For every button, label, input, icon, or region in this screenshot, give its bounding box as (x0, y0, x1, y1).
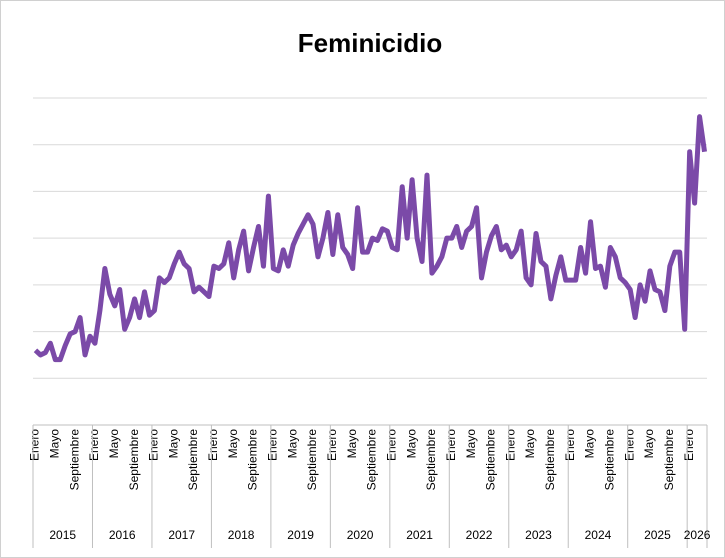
x-tick-label: Mayo (166, 429, 180, 459)
x-tick-label: Mayo (285, 429, 299, 459)
x-tick-label: Septiembre (127, 429, 141, 491)
x-tick-label: Mayo (642, 429, 656, 459)
x-tick-label: Enero (325, 429, 339, 461)
x-tick-label: Mayo (523, 429, 537, 459)
year-label: 2020 (347, 528, 374, 542)
x-tick-label: Mayo (345, 429, 359, 459)
year-label: 2019 (287, 528, 314, 542)
x-tick-label: Enero (622, 429, 636, 461)
chart-title: Feminicidio (298, 28, 442, 58)
x-tick-label: Septiembre (662, 429, 676, 491)
year-label: 2024 (585, 528, 612, 542)
x-tick-label: Mayo (404, 429, 418, 459)
x-tick-label: Enero (87, 429, 101, 461)
x-tick-label: Septiembre (365, 429, 379, 491)
year-label: 2017 (168, 528, 195, 542)
x-tick-label: Enero (563, 429, 577, 461)
x-tick-label: Enero (266, 429, 280, 461)
year-label: 2015 (49, 528, 76, 542)
x-tick-label: Enero (28, 429, 42, 461)
x-tick-label: Septiembre (186, 429, 200, 491)
year-label: 2023 (525, 528, 552, 542)
x-tick-label: Mayo (464, 429, 478, 459)
x-tick-label: Mayo (226, 429, 240, 459)
x-tick-label: Septiembre (246, 429, 260, 491)
x-tick-label: Mayo (583, 429, 597, 459)
x-tick-label: Septiembre (424, 429, 438, 491)
x-tick-label: Enero (206, 429, 220, 461)
x-tick-label: Enero (444, 429, 458, 461)
x-tick-label: Septiembre (603, 429, 617, 491)
x-tick-label: Enero (503, 429, 517, 461)
x-tick-label: Enero (147, 429, 161, 461)
x-tick-label: Septiembre (67, 429, 81, 491)
x-tick-label: Mayo (47, 429, 61, 459)
year-label: 2018 (228, 528, 255, 542)
x-tick-label: Septiembre (484, 429, 498, 491)
x-tick-label: Septiembre (543, 429, 557, 491)
data-line (33, 114, 707, 363)
year-label: 2025 (644, 528, 671, 542)
year-label: 2026 (684, 528, 711, 542)
x-tick-label: Enero (384, 429, 398, 461)
x-tick-label: Enero (682, 429, 696, 461)
x-tick-label: Septiembre (305, 429, 319, 491)
x-tick-label: Mayo (107, 429, 121, 459)
year-label: 2021 (406, 528, 433, 542)
year-label: 2022 (466, 528, 493, 542)
year-label: 2016 (109, 528, 136, 542)
